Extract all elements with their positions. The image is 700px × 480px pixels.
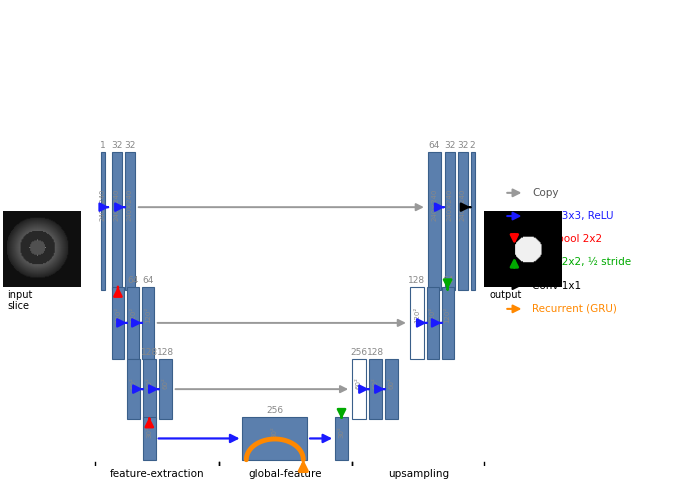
Bar [143,359,156,419]
Text: 256: 256 [351,348,368,357]
Text: input
slice: input slice [8,289,33,311]
Bar [127,287,139,359]
Text: 32: 32 [457,141,468,150]
Text: Conv 1x1: Conv 1x1 [532,281,582,291]
Bar [112,287,124,359]
Text: 64: 64 [142,276,153,285]
Text: 120²: 120² [115,307,121,323]
Text: 120²: 120² [145,307,150,323]
Bar [385,359,398,419]
Text: 240×240: 240×240 [460,189,466,221]
Text: global-feature: global-feature [248,469,322,480]
Text: 64: 64 [428,141,440,150]
Bar [142,287,154,359]
Bar [427,287,439,359]
Text: 30²: 30² [146,427,153,438]
Text: 240×240: 240×240 [431,189,438,221]
Bar [470,152,475,289]
Text: 64: 64 [127,276,139,285]
Text: 32: 32 [124,141,136,150]
Bar [335,417,348,460]
Text: 60²: 60² [162,377,168,389]
Text: 32: 32 [444,141,455,150]
Text: 128: 128 [141,348,158,357]
Text: 240×240: 240×240 [127,189,133,221]
Bar [369,359,382,419]
Bar [127,359,140,419]
Text: 240×240: 240×240 [100,189,106,221]
Bar [101,152,105,289]
Text: 60²: 60² [146,377,153,389]
Text: 240×240: 240×240 [114,189,120,221]
Text: 128: 128 [408,276,426,285]
Text: 120²: 120² [430,307,435,323]
Text: 60²: 60² [130,377,136,389]
Text: 2: 2 [470,141,475,150]
Text: 120²: 120² [444,307,451,323]
Bar [125,152,135,289]
Text: feature-extraction: feature-extraction [109,469,204,480]
Bar [159,359,172,419]
Text: 60²: 60² [372,377,379,389]
Bar [444,152,454,289]
Text: 128: 128 [367,348,384,357]
Bar [143,417,156,460]
Text: 32: 32 [111,141,122,150]
Bar [428,152,440,289]
Text: 1: 1 [100,141,106,150]
Text: Recurrent (GRU): Recurrent (GRU) [532,304,617,314]
Text: 30²: 30² [272,427,278,438]
Text: 120²: 120² [414,307,420,323]
Text: upsampling: upsampling [388,469,449,480]
Text: Max-pool 2x2: Max-pool 2x2 [532,234,603,244]
Bar [410,287,424,359]
Text: 256: 256 [266,406,284,415]
Text: 120²: 120² [130,307,136,323]
Bar [242,417,307,460]
Text: 240×240: 240×240 [447,189,453,221]
Text: 128: 128 [157,348,174,357]
Text: Copy: Copy [532,188,559,198]
Bar [442,287,454,359]
Text: 60²: 60² [356,377,362,389]
Bar [352,359,366,419]
Text: 64: 64 [442,276,454,285]
Text: output: output [489,289,522,300]
Bar [112,152,122,289]
Text: 60²: 60² [389,377,394,389]
Text: 30²: 30² [339,427,344,438]
Text: Conv 3x3, ReLU: Conv 3x3, ReLU [532,211,614,221]
Text: Conv 2x2, ½ stride: Conv 2x2, ½ stride [532,257,631,267]
Bar [458,152,468,289]
